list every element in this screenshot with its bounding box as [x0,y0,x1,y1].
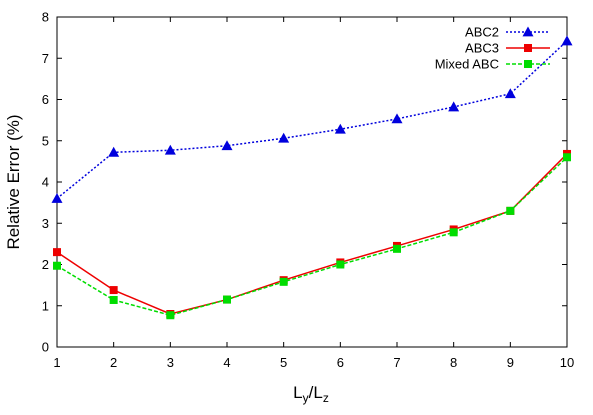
x-axis-title: Ly/Lz [293,383,329,405]
data-point-abc2 [108,146,120,157]
data-point-mixed-abc [393,244,401,253]
legend-marker-abc3 [524,44,532,52]
series-abc3 [53,149,571,318]
data-point-abc3 [109,286,118,295]
data-point-abc2 [561,35,573,46]
y-tick-label: 5 [42,133,49,148]
legend-label-abc2: ABC2 [465,25,499,40]
data-point-abc2 [164,144,176,155]
y-tick-label: 2 [42,257,49,272]
data-point-abc2 [278,132,290,143]
data-point-abc2 [504,88,516,99]
x-axis-title-sep: /L [309,383,323,402]
y-tick-label: 3 [42,216,49,231]
x-tick-label: 10 [560,355,574,370]
data-point-abc3 [53,248,61,257]
data-point-mixed-abc [166,311,175,320]
series-line-abc3 [56,153,568,315]
series-group [51,35,573,320]
x-tick-label: 6 [337,355,344,370]
series-line-mixed-abc [56,156,568,317]
x-tick-label: 1 [53,355,60,370]
x-tick-label: 8 [450,355,457,370]
data-point-abc2 [51,193,63,203]
x-tick-label: 7 [393,355,400,370]
x-axis-title-main: L [293,383,302,402]
y-axis-title: Relative Error (%) [4,114,23,249]
x-tick-label: 3 [167,355,174,370]
data-point-abc2 [391,113,403,124]
legend-label-mixed-abc: Mixed ABC [435,57,499,72]
legend-label-abc3: ABC3 [465,41,499,56]
legend-marker-mixed-abc [524,60,532,68]
y-tick-label: 1 [42,298,49,313]
data-point-abc2 [334,123,346,134]
data-point-mixed-abc [563,153,571,162]
y-tick-label: 7 [42,51,49,66]
data-point-mixed-abc [336,260,345,269]
x-axis-title-sub-z: z [323,391,329,405]
data-point-mixed-abc [223,295,231,304]
y-tick-label: 4 [42,175,49,190]
data-point-abc2 [221,140,233,151]
x-axis-title-sub-y: y [303,391,309,405]
y-tick-label: 0 [42,340,49,355]
data-point-mixed-abc [449,228,458,237]
data-point-mixed-abc [109,295,118,304]
x-tick-label: 4 [223,355,230,370]
data-point-abc2 [448,101,460,112]
series-mixed-abc [53,153,571,320]
x-tick-label: 2 [110,355,117,370]
y-tick-label: 8 [42,10,49,25]
data-point-mixed-abc [53,261,61,270]
x-tick-label: 5 [280,355,287,370]
x-tick-label: 9 [507,355,514,370]
y-tick-label: 6 [42,92,49,107]
series-line-abc2 [56,40,568,200]
legend-marker-abc2 [522,26,534,37]
series-abc2 [51,35,573,203]
data-point-mixed-abc [279,277,288,286]
data-point-mixed-abc [506,206,515,215]
